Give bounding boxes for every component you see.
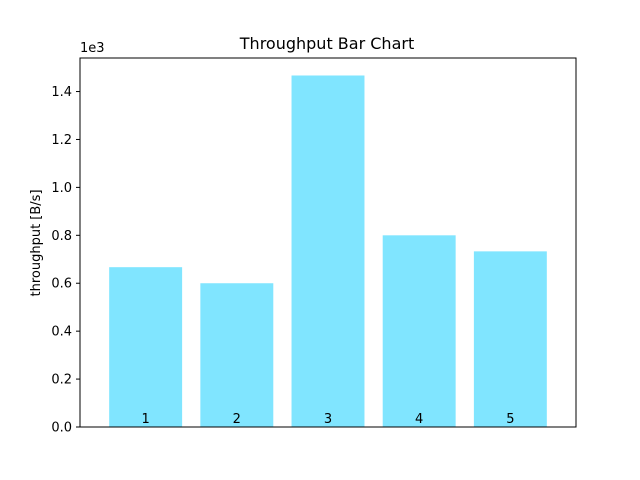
y-tick-label: 0.2 [51, 373, 72, 388]
y-tick-label: 1.4 [51, 85, 72, 100]
bar-3 [291, 75, 365, 427]
plot-frame [79, 57, 577, 428]
bar-4 [382, 235, 456, 427]
bar-5 [473, 251, 547, 427]
y-axis-label: throughput [B/s] [29, 189, 44, 296]
bar-label-5: 5 [506, 412, 514, 427]
y-tick-label: 1.0 [51, 181, 72, 196]
bar-labels-group: 1 2 3 4 5 [142, 412, 515, 427]
bar-2 [200, 283, 274, 427]
bar-label-3: 3 [324, 412, 332, 427]
chart-title: Throughput Bar Chart [239, 34, 414, 53]
bars-group [109, 75, 547, 427]
y-tick-label: 0.0 [51, 421, 72, 436]
bar-1 [109, 267, 183, 427]
bar-label-4: 4 [415, 412, 423, 427]
y-tick-label: 0.4 [51, 325, 72, 340]
y-axis-offset-label: 1e3 [80, 41, 105, 56]
y-axis-ticks: 0.0 0.2 0.4 0.6 0.8 1.0 1.2 1.4 [51, 85, 80, 436]
y-tick-label: 0.6 [51, 277, 72, 292]
y-tick-label: 1.2 [51, 133, 72, 148]
y-tick-label: 0.8 [51, 229, 72, 244]
bar-label-1: 1 [142, 412, 150, 427]
bar-label-2: 2 [233, 412, 241, 427]
